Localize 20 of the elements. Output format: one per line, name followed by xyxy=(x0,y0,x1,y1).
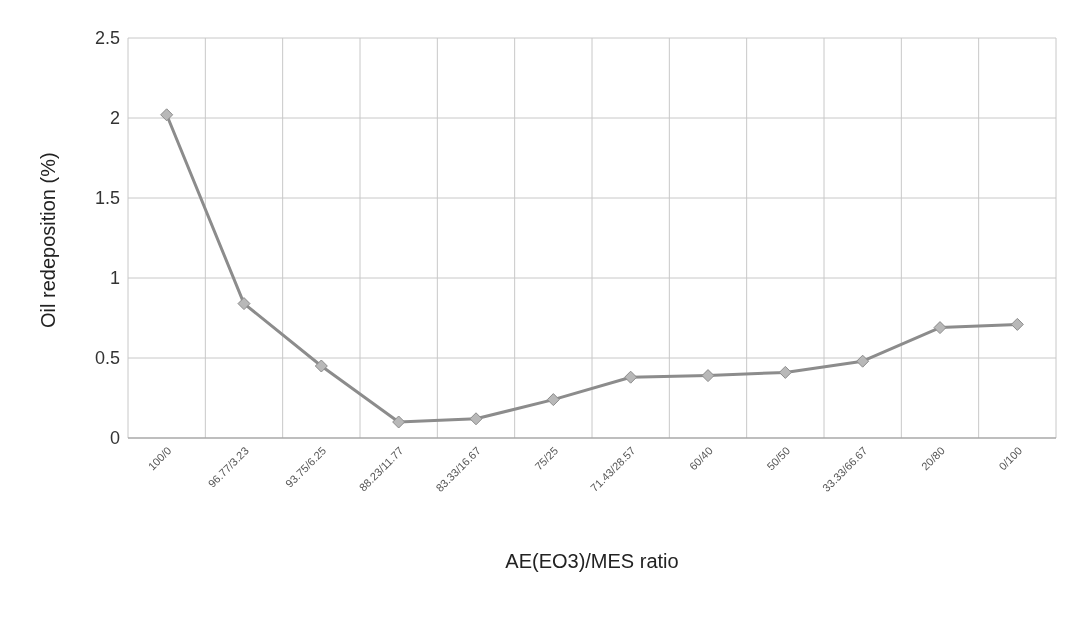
point xyxy=(546,393,560,407)
point xyxy=(933,321,947,335)
y-tick-label: 1 xyxy=(109,268,120,289)
y-tick-label: 0 xyxy=(109,428,120,449)
point xyxy=(160,108,174,122)
point xyxy=(701,369,715,383)
y-tick-label: 2.5 xyxy=(94,28,120,49)
point xyxy=(237,297,251,311)
y-tick-label: 1.5 xyxy=(94,188,120,209)
point xyxy=(778,365,792,379)
point xyxy=(856,354,870,368)
point xyxy=(1010,317,1024,331)
point xyxy=(624,370,638,384)
x-axis-title: AE(EO3)/MES ratio xyxy=(505,550,679,572)
point xyxy=(392,415,406,429)
y-tick-label: 2 xyxy=(109,108,120,129)
point xyxy=(469,412,483,426)
point xyxy=(314,359,328,373)
y-axis-title: Oil redeposition (%) xyxy=(37,152,60,328)
y-tick-label: 0.5 xyxy=(94,348,120,369)
